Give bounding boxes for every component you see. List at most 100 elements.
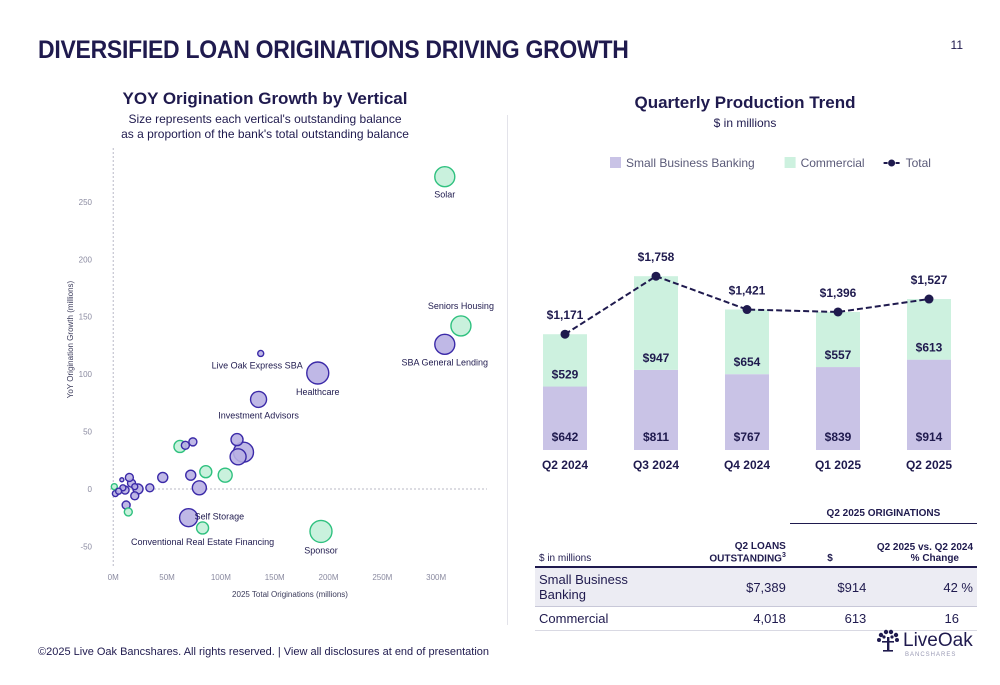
category-label: Q4 2024 (724, 458, 770, 472)
page-title: DIVERSIFIED LOAN ORIGINATIONS DRIVING GR… (38, 36, 629, 64)
bar-value-label: $767 (734, 430, 761, 444)
table-cell-dollars: $914 (789, 567, 871, 607)
bubble-chart-title: YOY Origination Growth by Vertical (122, 89, 408, 108)
y-axis-label: YoY Origination Growth (millions) (66, 280, 75, 398)
bubble-point (124, 472, 135, 483)
table-cell-change: 16 (870, 606, 977, 631)
bar-segment-commercial (634, 276, 678, 370)
table-cell-name: Commercial (535, 606, 677, 631)
total-point (651, 271, 661, 281)
bar-value-label: $642 (552, 430, 579, 444)
bar-chart: Small Business Banking Commercial Total $64… (542, 156, 952, 472)
bar-segment-small-business-banking (634, 369, 678, 450)
total-value-label: $1,421 (729, 284, 766, 298)
bubble-point (123, 507, 134, 517)
bar-chart-title: Quarterly Production Trend (634, 93, 856, 112)
bar-chart-subtitle: $ in millions (713, 116, 777, 130)
logo-wordmark: LiveOak (903, 630, 973, 651)
table-header-loans-sup: 3 (781, 551, 786, 559)
total-value-label: $1,396 (820, 286, 857, 300)
bar-value-label: $914 (916, 430, 943, 444)
table-cell-loans: 4,018 (676, 606, 790, 631)
table-cell-name: Small Business Banking (535, 567, 677, 607)
total-line (564, 275, 930, 336)
panel-divider (507, 115, 508, 625)
x-tick-label: 250M (372, 573, 392, 582)
total-point (924, 294, 934, 304)
bubble-point (114, 487, 123, 495)
bar-segment-small-business-banking (816, 367, 860, 450)
bubble-seniors-housing (450, 315, 472, 337)
bar-segment-small-business-banking (543, 386, 587, 450)
x-tick-label: 200M (319, 573, 339, 582)
bar-value-label: $947 (643, 351, 670, 365)
table-row: Commercial 4,018 613 16 (535, 606, 977, 631)
oak-tree-icon (877, 629, 899, 652)
bar-segment-small-business-banking (725, 374, 769, 450)
x-tick-label: 300M (426, 573, 446, 582)
bubble-sba-general-lending (434, 333, 456, 355)
bubble-point (185, 469, 197, 481)
table-header-loans-line2: OUTSTANDING (709, 553, 782, 564)
table-row: Small Business Banking $7,389 $914 42 % (535, 567, 977, 607)
total-point (560, 329, 570, 339)
table-header-change: Q2 2025 vs. Q2 2024 % Change (870, 523, 977, 568)
bubble-label: Healthcare (296, 387, 340, 397)
y-tick-label: 0 (88, 485, 93, 494)
bubble-point (217, 467, 233, 483)
table-group-header-row: Q2 2025 ORIGINATIONS (535, 504, 977, 524)
bubble-label: Seniors Housing (428, 301, 494, 311)
x-tick-label: 50M (159, 573, 175, 582)
bubble-point (191, 480, 208, 496)
bubble-live-oak-express-sba (257, 349, 265, 358)
bubble-chart-subtitle-line2: as a proportion of the bank's total outs… (121, 127, 409, 141)
bar-value-label: $613 (916, 341, 943, 355)
bubble-point (180, 440, 191, 451)
bar-segment-commercial (725, 309, 769, 375)
bubble-chart-subtitle: Size represents each vertical's outstand… (100, 112, 430, 142)
bubble-point (230, 432, 244, 447)
bubble-point (119, 477, 125, 483)
table-header-loans: Q2 LOANS OUTSTANDING3 (676, 523, 790, 568)
bubble-point (188, 437, 198, 447)
y-tick-label: 200 (79, 255, 93, 264)
x-axis-label: 2025 Total Originations (millions) (232, 590, 348, 599)
y-tick-label: -50 (80, 542, 92, 551)
table-header-change-line2: % Change (910, 553, 959, 564)
bubble-label: Investment Advisors (218, 410, 299, 420)
legend-label: Small Business Banking (626, 156, 755, 170)
bubble-label: Solar (434, 190, 455, 200)
bar-segment-commercial (907, 299, 951, 360)
table-cell-dollars: 613 (789, 606, 871, 631)
bar-segment-commercial (816, 311, 860, 368)
originations-table: Q2 2025 ORIGINATIONS $ in millions Q2 LO… (535, 504, 977, 631)
category-label: Q2 2025 (906, 458, 952, 472)
table-cell-loans: $7,389 (676, 567, 790, 607)
bubble-point (110, 482, 119, 491)
table-header-loans-line2-wrap: OUTSTANDING3 (681, 552, 786, 564)
total-value-label: $1,171 (547, 308, 584, 322)
category-label: Q3 2024 (633, 458, 679, 472)
bubble-label: SBA General Lending (401, 357, 488, 367)
table-header-loans-line1: Q2 LOANS (734, 540, 786, 552)
legend-marker (888, 159, 896, 167)
bar-value-label: $654 (734, 355, 761, 369)
table-header-dollars: $ (789, 523, 871, 568)
table-cell-change: 42 % (870, 567, 977, 607)
total-point (833, 307, 843, 317)
total-point (742, 305, 752, 315)
bubble-label: Conventional Real Estate Financing (131, 537, 274, 547)
category-label: Q1 2025 (815, 458, 861, 472)
bubble-self-storage (178, 507, 199, 528)
table-header-row: $ in millions Q2 LOANS OUTSTANDING3 $ Q2… (535, 523, 977, 568)
bar-value-label: $839 (825, 430, 852, 444)
bubble-point (229, 448, 247, 466)
bubble-point (130, 491, 140, 501)
total-value-label: $1,758 (638, 250, 675, 264)
bar-value-label: $529 (552, 368, 579, 382)
y-tick-label: 150 (79, 313, 93, 322)
bubble-point (145, 483, 155, 493)
table-header-label: $ in millions (535, 523, 677, 568)
legend-label: Commercial (801, 156, 865, 170)
legend-label: Total (906, 156, 931, 170)
